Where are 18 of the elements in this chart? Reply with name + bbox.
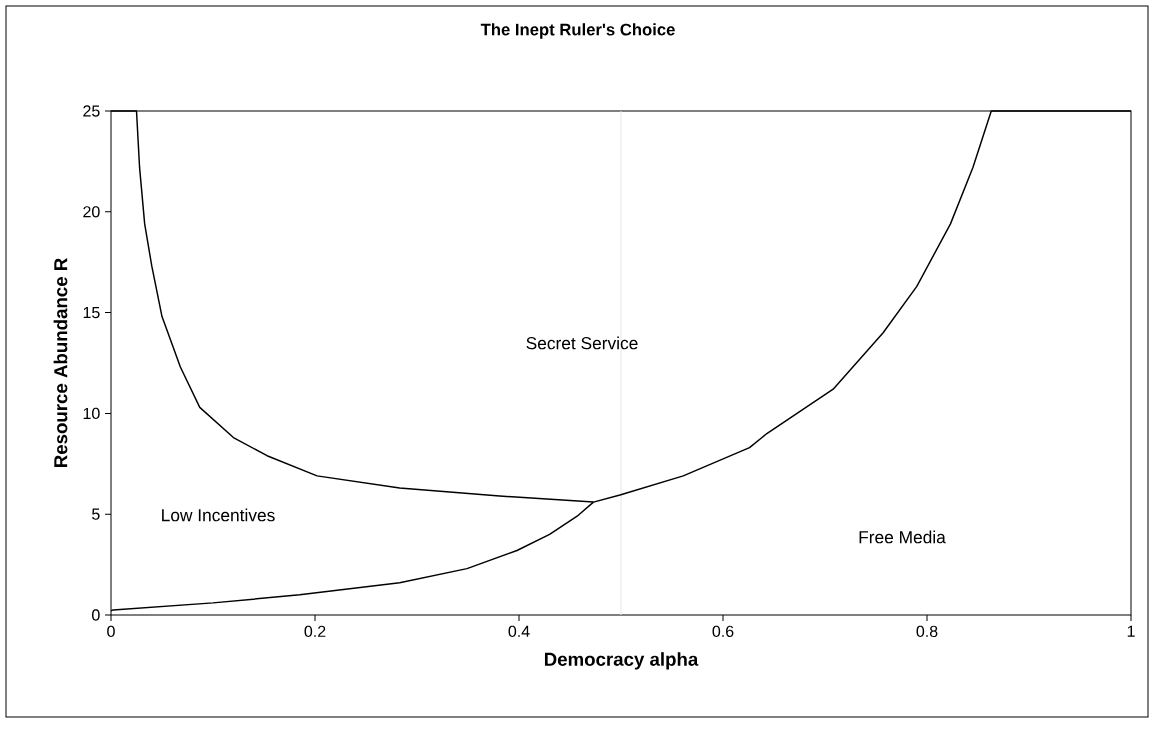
chart-title: The Inept Ruler's Choice xyxy=(480,23,675,39)
x-tick-label: 0 xyxy=(107,625,115,638)
y-tick-label: 0 xyxy=(92,609,100,621)
x-axis-title: Democracy alpha xyxy=(544,652,699,670)
y-tick-label: 5 xyxy=(92,508,100,520)
x-tick-label: 0.4 xyxy=(508,625,530,638)
y-axis-title: Resource Abundance R xyxy=(53,258,68,468)
y-tick-label: 25 xyxy=(83,105,100,117)
x-tick-label: 1 xyxy=(1127,625,1135,637)
annotation: Free Media xyxy=(859,530,946,544)
annotation: Secret Service xyxy=(526,336,638,350)
y-tick-label: 15 xyxy=(83,307,100,319)
y-tick-label: 10 xyxy=(83,407,100,420)
annotation: Low Incentives xyxy=(162,508,275,522)
y-tick-label: 20 xyxy=(83,206,100,218)
x-tick-label: 0.2 xyxy=(304,625,326,638)
x-tick-label: 0.8 xyxy=(916,625,938,638)
x-tick-label: 0.6 xyxy=(712,625,734,638)
